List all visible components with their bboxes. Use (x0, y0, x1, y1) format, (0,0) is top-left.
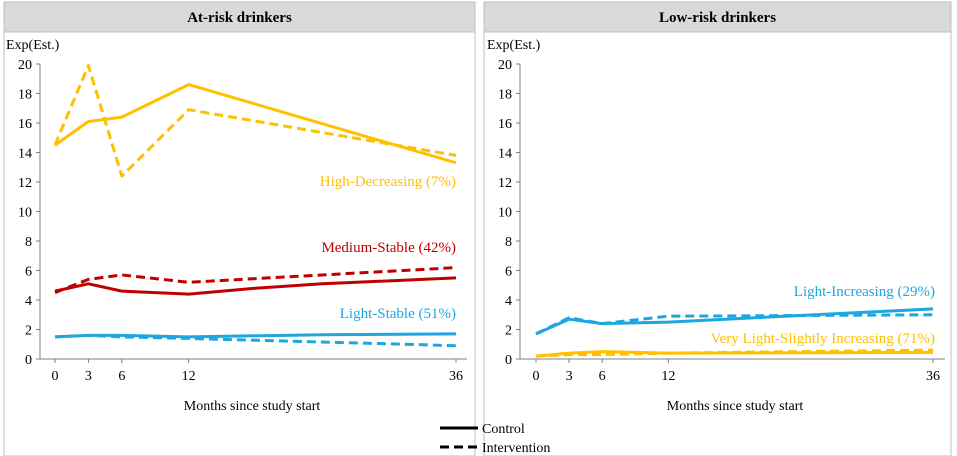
series-label-high-decreasing-7: High-Decreasing (7%) (320, 174, 456, 190)
x-tick-label: 3 (566, 369, 573, 384)
series-label-very-light-slightly-increasing-71: Very Light-Slightly Increasing (71%) (710, 331, 935, 347)
legend-intervention-label: Intervention (482, 441, 550, 456)
y-tick-label: 0 (25, 353, 32, 368)
series-line-light-increasing-29-intervention (535, 313, 934, 336)
series-label-light-increasing-29: Light-Increasing (29%) (794, 284, 935, 300)
y-tick-label: 20 (498, 58, 512, 73)
y-tick-label: 8 (505, 235, 512, 250)
y-tick-label: 6 (505, 265, 512, 280)
panel-header (3, 1, 476, 33)
x-tick-label: 36 (449, 369, 463, 384)
x-tick-label: 0 (52, 369, 59, 384)
series-line-medium-stable-42-intervention (54, 266, 457, 294)
y-axis-label: Exp(Est.) (487, 38, 541, 53)
x-tick-label: 36 (926, 369, 940, 384)
x-tick-label: 0 (533, 369, 540, 384)
series-line-light-stable-51-intervention (54, 333, 457, 348)
panel-title: At-risk drinkers (187, 10, 292, 26)
y-tick-label: 12 (498, 176, 512, 191)
x-axis-label: Months since study start (667, 399, 804, 414)
y-tick-label: 2 (25, 324, 32, 339)
y-tick-label: 8 (25, 235, 32, 250)
panel-low-risk: Low-risk drinkers Exp(Est.) 0 2 4 6 8 10 12 14 16 1… (483, 1, 952, 456)
y-tick-label: 10 (18, 206, 32, 221)
y-tick-label: 6 (25, 265, 32, 280)
y-tick-label: 4 (505, 294, 512, 309)
series-line-high-decreasing-7-intervention (53, 64, 457, 178)
y-tick-label: 12 (18, 176, 32, 191)
legend: Control Intervention (440, 422, 550, 456)
x-tick-label: 6 (118, 369, 125, 384)
y-tick-label: 0 (505, 353, 512, 368)
x-axis-label: Months since study start (184, 399, 321, 414)
panel-title: Low-risk drinkers (659, 10, 776, 26)
y-tick-label: 18 (18, 88, 32, 103)
panel-frame (483, 1, 952, 456)
panel-header (483, 1, 952, 33)
panel-frame (3, 1, 476, 456)
y-tick-label: 2 (505, 324, 512, 339)
x-tick-label: 6 (599, 369, 606, 384)
x-tick-label: 12 (661, 369, 675, 384)
series-line-very-light-slightly-increasing-71-intervention (535, 348, 934, 358)
y-tick-label: 20 (18, 58, 32, 73)
panel-at-risk: At-risk drinkers Exp(Est.) 0 2 4 6 8 10 12 14 16 18… (3, 1, 476, 456)
y-tick-label: 10 (498, 206, 512, 221)
x-tick-label: 12 (182, 369, 196, 384)
y-tick-label: 16 (498, 117, 512, 132)
y-tick-label: 14 (498, 147, 512, 162)
series-label-light-stable-51: Light-Stable (51%) (340, 306, 456, 322)
x-tick-label: 3 (85, 369, 92, 384)
y-axis-label: Exp(Est.) (6, 38, 60, 53)
y-tick-label: 14 (18, 147, 32, 162)
y-tick-label: 16 (18, 117, 32, 132)
y-tick-label: 18 (498, 88, 512, 103)
legend-control-label: Control (482, 422, 525, 437)
series-line-high-decreasing-7-control (54, 83, 457, 165)
series-label-medium-stable-42: Medium-Stable (42%) (321, 240, 456, 256)
y-tick-label: 4 (25, 294, 32, 309)
series-line-medium-stable-42-control (54, 276, 457, 296)
